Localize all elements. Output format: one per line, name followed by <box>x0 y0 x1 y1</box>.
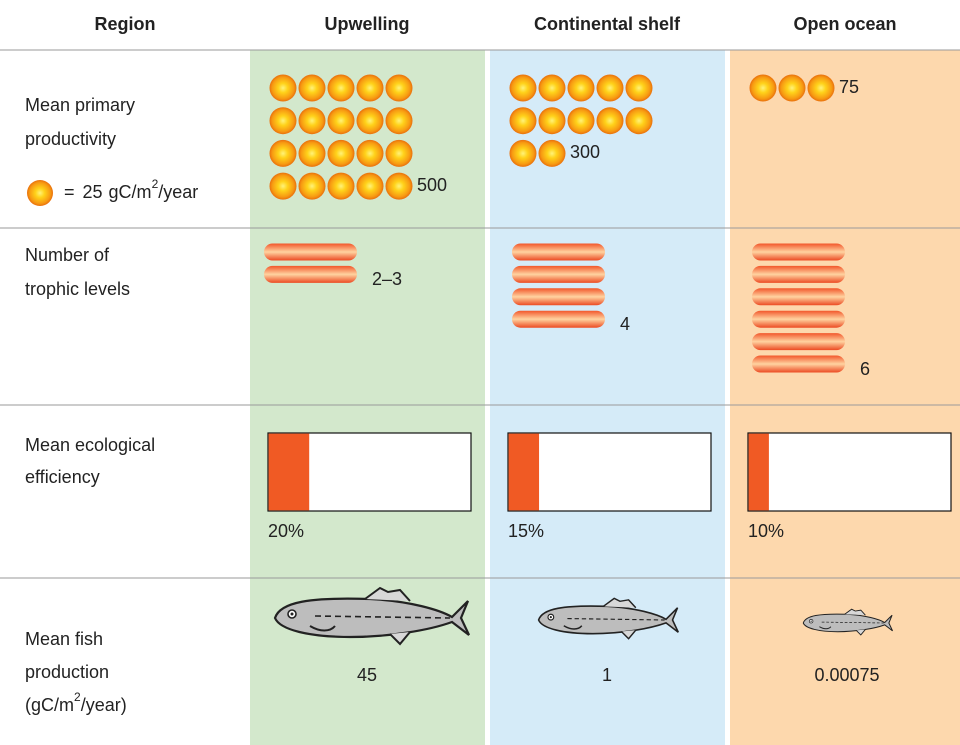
trophic-bar <box>512 288 605 306</box>
productivity-icon <box>356 74 384 102</box>
trophic-bar <box>752 310 845 328</box>
productivity-icon <box>269 74 297 102</box>
header-cell: Open ocean <box>793 14 896 34</box>
legend-sup: 2 <box>152 177 159 191</box>
productivity-icon <box>509 74 537 102</box>
productivity-icon <box>509 139 537 167</box>
row-label: Mean ecological <box>25 435 155 455</box>
trophic-bar <box>752 333 845 351</box>
productivity-icon <box>778 74 806 102</box>
productivity-icon <box>356 107 384 135</box>
productivity-icon <box>327 172 355 200</box>
trophic-value: 2–3 <box>372 269 402 289</box>
productivity-icon <box>327 107 355 135</box>
productivity-icon <box>385 139 413 167</box>
productivity-icon <box>356 172 384 200</box>
productivity-icon <box>298 139 326 167</box>
fish-value: 1 <box>602 665 612 685</box>
efficiency-box <box>507 432 712 512</box>
productivity-icon <box>327 74 355 102</box>
trophic-bar <box>512 310 605 328</box>
productivity-icon <box>269 139 297 167</box>
productivity-icon <box>625 74 653 102</box>
row-label: efficiency <box>25 467 100 487</box>
trophic-value: 6 <box>860 359 870 379</box>
row-label: (gC/m2/year) <box>25 690 127 715</box>
trophic-value: 4 <box>620 314 630 334</box>
productivity-icon <box>509 107 537 135</box>
productivity-icon <box>269 107 297 135</box>
trophic-bar <box>512 243 605 261</box>
productivity-value: 300 <box>570 142 600 162</box>
trophic-bar <box>752 355 845 373</box>
productivity-icon <box>385 74 413 102</box>
efficiency-fill <box>508 433 540 511</box>
legend-unit: gC/m <box>109 182 152 202</box>
productivity-icon <box>567 74 595 102</box>
trophic-bar <box>264 265 357 283</box>
efficiency-value: 20% <box>268 521 304 541</box>
trophic-bar <box>752 288 845 306</box>
row-label: Mean fish <box>25 629 103 649</box>
productivity-icon <box>567 107 595 135</box>
efficiency-value: 10% <box>748 521 784 541</box>
productivity-icon <box>385 107 413 135</box>
productivity-icon <box>298 107 326 135</box>
trophic-bar <box>752 265 845 283</box>
productivity-icon <box>298 172 326 200</box>
header-bg <box>250 0 960 50</box>
row-label: Mean primary <box>25 95 135 115</box>
efficiency-value: 15% <box>508 521 544 541</box>
efficiency-box <box>747 432 952 512</box>
productivity-icon <box>356 139 384 167</box>
legend-suffix: /year <box>158 182 198 202</box>
productivity-icon <box>596 74 624 102</box>
unit-open: (gC/m <box>25 695 74 715</box>
productivity-value: 75 <box>839 77 859 97</box>
productivity-value: 500 <box>417 175 447 195</box>
productivity-icon <box>749 74 777 102</box>
trophic-bar <box>752 243 845 261</box>
efficiency-fill <box>268 433 310 511</box>
fish-value: 0.00075 <box>814 665 879 685</box>
productivity-icon <box>538 107 566 135</box>
row-label: production <box>25 662 109 682</box>
fish-value: 45 <box>357 665 377 685</box>
legend-text: = 25 gC/m2/year <box>64 177 198 202</box>
row-label: trophic levels <box>25 279 130 299</box>
trophic-bar <box>512 265 605 283</box>
row-label: productivity <box>25 129 116 149</box>
productivity-icon <box>596 107 624 135</box>
legend-value: 25 <box>83 182 103 202</box>
productivity-icon <box>807 74 835 102</box>
trophic-bar <box>264 243 357 261</box>
legend-prefix: = <box>64 182 75 202</box>
header-cell: Continental shelf <box>534 14 681 34</box>
header-cell: Region <box>95 14 156 34</box>
productivity-icon <box>327 139 355 167</box>
productivity-icon <box>538 139 566 167</box>
unit-sup: 2 <box>74 690 81 704</box>
productivity-icon <box>385 172 413 200</box>
legend-icon <box>27 180 53 206</box>
productivity-icon <box>298 74 326 102</box>
productivity-icon <box>269 172 297 200</box>
row-label: Number of <box>25 245 110 265</box>
productivity-icon <box>625 107 653 135</box>
unit-close: /year) <box>81 695 127 715</box>
header-cell: Upwelling <box>325 14 410 34</box>
efficiency-fill <box>748 433 769 511</box>
productivity-icon <box>538 74 566 102</box>
